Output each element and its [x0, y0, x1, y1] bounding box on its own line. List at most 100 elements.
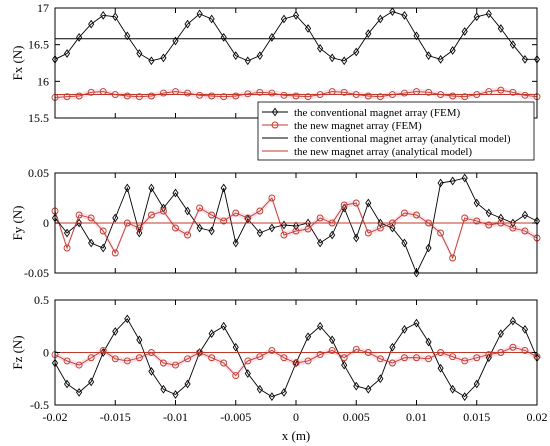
data-point: [268, 346, 276, 354]
data-point: [413, 211, 420, 219]
y-tick-label: -0.5: [30, 398, 49, 412]
data-point: [135, 354, 143, 362]
data-point: [100, 10, 107, 20]
legend-entry: the conventional magnet array (FEM): [294, 107, 461, 119]
data-point: [353, 47, 360, 57]
data-point: [401, 325, 408, 334]
data-point: [461, 93, 469, 101]
data-point: [148, 367, 155, 376]
data-point: [99, 346, 107, 354]
data-point: [329, 53, 336, 63]
data-point: [292, 359, 300, 367]
y-tick-label: 0: [43, 216, 49, 230]
data-point: [377, 374, 384, 384]
data-point: [208, 14, 215, 24]
data-point: [485, 208, 492, 218]
y-axis-label: Fz (N): [10, 335, 25, 369]
data-point: [220, 359, 228, 367]
data-point: [340, 88, 348, 96]
data-point: [304, 357, 312, 365]
data-point: [389, 223, 396, 233]
new-array-shade: [55, 344, 537, 379]
data-point: [208, 354, 216, 362]
y-tick-label: 0.5: [34, 293, 49, 307]
legend-marker: [271, 121, 279, 129]
series-line-2: [54, 197, 538, 260]
data-point: [123, 92, 131, 100]
data-point: [87, 214, 95, 222]
data-point: [256, 207, 264, 215]
data-point: [437, 229, 445, 237]
data-point: [124, 31, 131, 41]
data-point: [160, 384, 167, 394]
data-point: [521, 210, 529, 220]
data-point: [99, 227, 107, 235]
data-point: [63, 244, 71, 252]
data-point: [365, 198, 372, 208]
data-point: [87, 88, 95, 96]
data-point: [100, 243, 107, 253]
data-point: [208, 92, 216, 100]
data-point: [461, 357, 469, 365]
data-point: [352, 199, 360, 207]
data-point: [280, 14, 288, 24]
plot-frame: [54, 7, 538, 119]
legend-entry: the new magnet array (FEM): [294, 120, 422, 132]
data-point: [341, 360, 348, 370]
data-point: [147, 92, 155, 100]
data-point: [184, 379, 191, 389]
data-point: [437, 363, 444, 373]
data-point: [497, 86, 505, 94]
data-point: [184, 206, 191, 216]
data-point: [413, 318, 420, 328]
data-point: [316, 351, 324, 359]
data-point: [377, 218, 384, 228]
data-point: [353, 233, 360, 243]
data-point: [172, 224, 179, 232]
data-point: [136, 228, 143, 238]
data-point: [232, 92, 240, 100]
data-point: [449, 46, 456, 55]
data-point: [376, 224, 384, 232]
data-point: [88, 377, 95, 387]
data-point: [485, 9, 492, 19]
data-point: [112, 213, 119, 223]
data-point: [340, 354, 348, 362]
data-point: [317, 43, 324, 53]
y-tick-label: 17: [37, 1, 49, 15]
data-point: [485, 221, 493, 229]
data-point: [401, 209, 408, 217]
data-point: [425, 243, 432, 253]
data-point: [184, 89, 192, 97]
data-point: [184, 355, 192, 363]
legend-marker: [271, 107, 279, 117]
data-point: [485, 353, 492, 363]
data-point: [160, 53, 167, 63]
data-point: [449, 176, 456, 186]
data-point: [280, 91, 288, 99]
data-point: [88, 19, 95, 29]
data-point: [461, 173, 468, 183]
data-point: [159, 207, 167, 215]
data-point: [304, 332, 312, 342]
y-tick-label: 0.05: [28, 166, 49, 180]
y-tick-label: -0.05: [24, 266, 49, 280]
data-point: [437, 178, 444, 188]
data-point: [220, 321, 227, 331]
data-point: [353, 381, 360, 391]
data-point: [509, 218, 516, 228]
data-point: [196, 204, 204, 212]
data-point: [461, 392, 468, 401]
data-point: [461, 27, 468, 36]
x-tick-label: 0.01: [406, 410, 427, 424]
new-array-shade: [55, 87, 537, 101]
data-point: [437, 54, 444, 64]
x-tick-label: -0.02: [43, 410, 68, 424]
data-point: [76, 32, 83, 42]
data-point: [509, 88, 517, 96]
data-point: [401, 89, 408, 97]
data-point: [316, 214, 324, 222]
data-point: [75, 92, 83, 100]
y-tick-label: 16: [37, 74, 49, 88]
legend-entry: the conventional magnet array (analytica…: [294, 133, 511, 145]
